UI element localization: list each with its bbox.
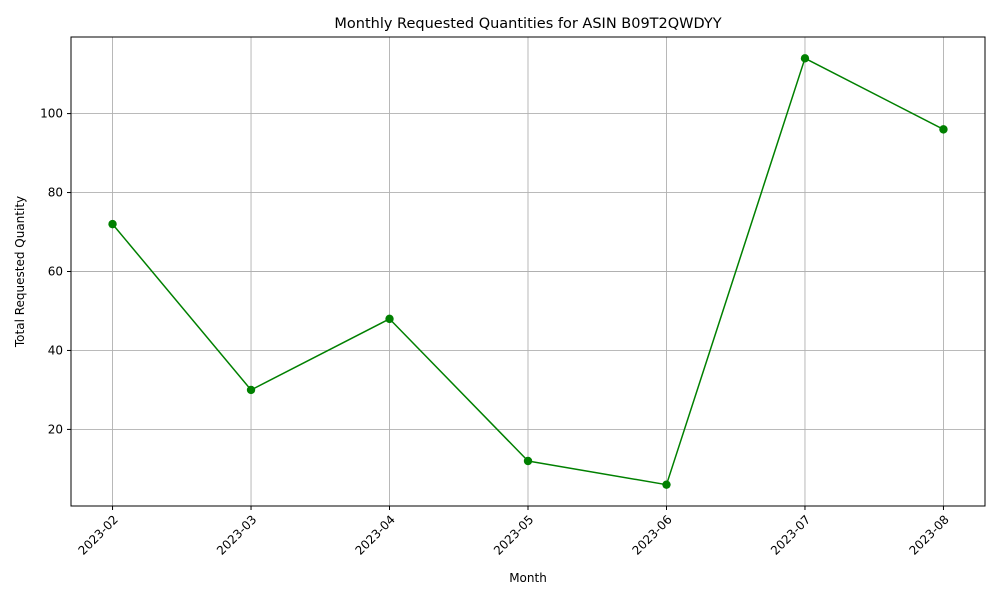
grid-layer [71,37,985,506]
x-tick-label: 2023-07 [768,512,813,557]
data-point [939,125,948,134]
data-point [800,54,810,63]
y-tick-label: 40 [48,343,63,357]
tick-layer: 2023-02 2023-03 2023-04 2023-05 2023-06 2023-… [40,107,952,558]
x-tick-label: 2023-02 [76,512,121,557]
data-point [246,385,256,395]
y-tick-label: 100 [40,107,63,121]
series-layer [108,54,948,489]
x-tick-label: 2023-05 [491,512,536,557]
y-tick-label: 60 [48,265,63,279]
data-point [108,219,117,229]
x-tick-label: 2023-06 [629,512,674,557]
data-point [662,480,671,489]
y-tick-label: 20 [48,422,63,436]
x-axis-label: Month [509,571,547,585]
y-tick-label: 80 [48,186,63,200]
x-tick-label: 2023-04 [353,512,398,557]
data-point [523,456,533,466]
data-point [385,314,394,324]
y-axis-label: Total Requested Quantity [13,196,27,348]
x-tick-label: 2023-08 [906,512,951,557]
x-tick-label: 2023-03 [214,512,259,557]
chart-title: Monthly Requested Quantities for ASIN B0… [334,16,721,32]
